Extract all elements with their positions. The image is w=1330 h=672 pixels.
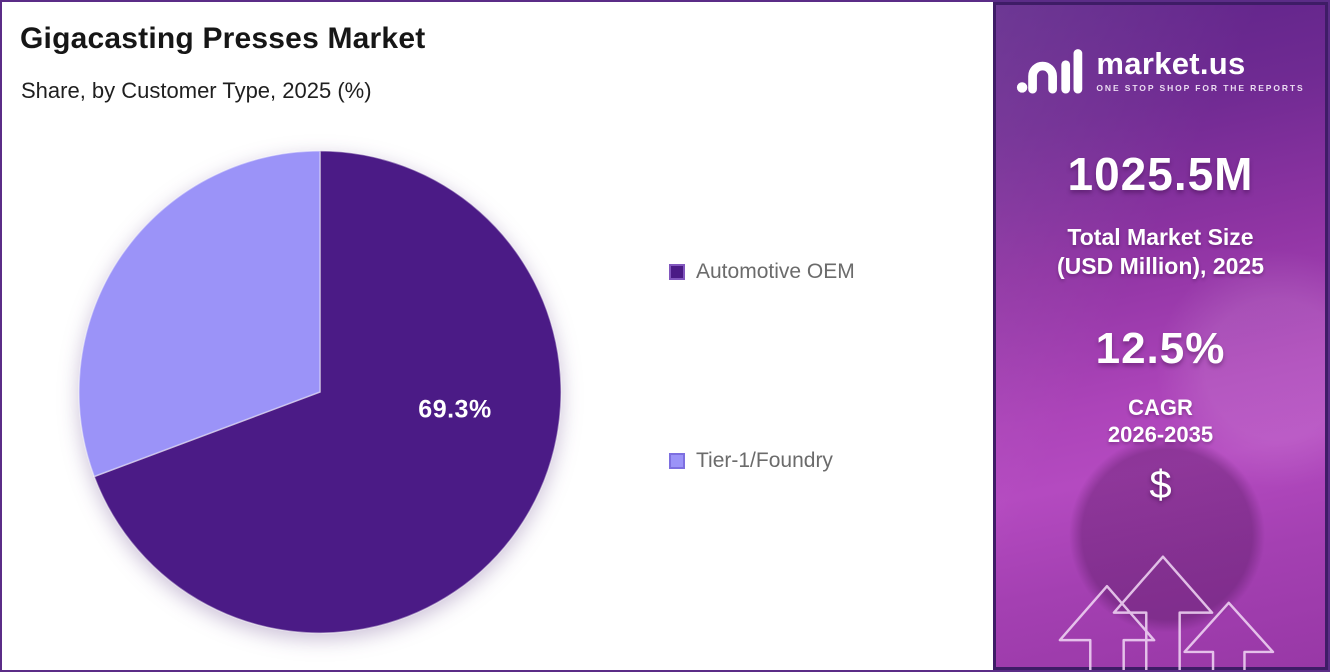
page-subtitle: Share, by Customer Type, 2025 (%) <box>21 78 372 103</box>
marketus-logo-icon <box>1017 49 1083 94</box>
cagr-value: 12.5% <box>1095 323 1226 373</box>
page-title: Gigacasting Presses Market <box>20 22 426 55</box>
legend-item-automotive-oem[interactable]: Automotive OEM <box>669 260 855 284</box>
marketus-logo: market.us ONE STOP SHOP FOR THE REPORTS <box>996 45 1325 95</box>
growth-arrows-icon <box>1058 555 1275 670</box>
dollar-icon: $ <box>1149 462 1172 507</box>
legend-label: Automotive OEM <box>696 260 855 283</box>
pie-chart-svg <box>78 150 562 634</box>
pie-slice-tier-1-foundry[interactable] <box>78 150 321 478</box>
legend-marker-automotive-oem <box>669 264 685 280</box>
legend-item-tier1-foundry[interactable]: Tier-1/Foundry <box>669 449 833 473</box>
sidebar-panel: market.us ONE STOP SHOP FOR THE REPORTS … <box>993 2 1328 670</box>
brand-wordmark: market.us <box>1096 45 1246 81</box>
cagr-label: CAGR 2026-2035 <box>1107 394 1214 448</box>
pie-slice-automotive-oem[interactable] <box>93 150 562 634</box>
brand-tagline: ONE STOP SHOP FOR THE REPORTS <box>1096 82 1305 93</box>
legend-label: Tier-1/Foundry <box>696 449 833 472</box>
pie-slice-label: 69.3% <box>418 395 492 424</box>
pie-chart: 69.3% <box>73 145 567 639</box>
total-market-size-value: 1025.5M <box>1067 148 1254 200</box>
legend-marker-tier1-foundry <box>669 453 685 469</box>
total-market-size-label: Total Market Size (USD Million), 2025 <box>1056 224 1265 280</box>
